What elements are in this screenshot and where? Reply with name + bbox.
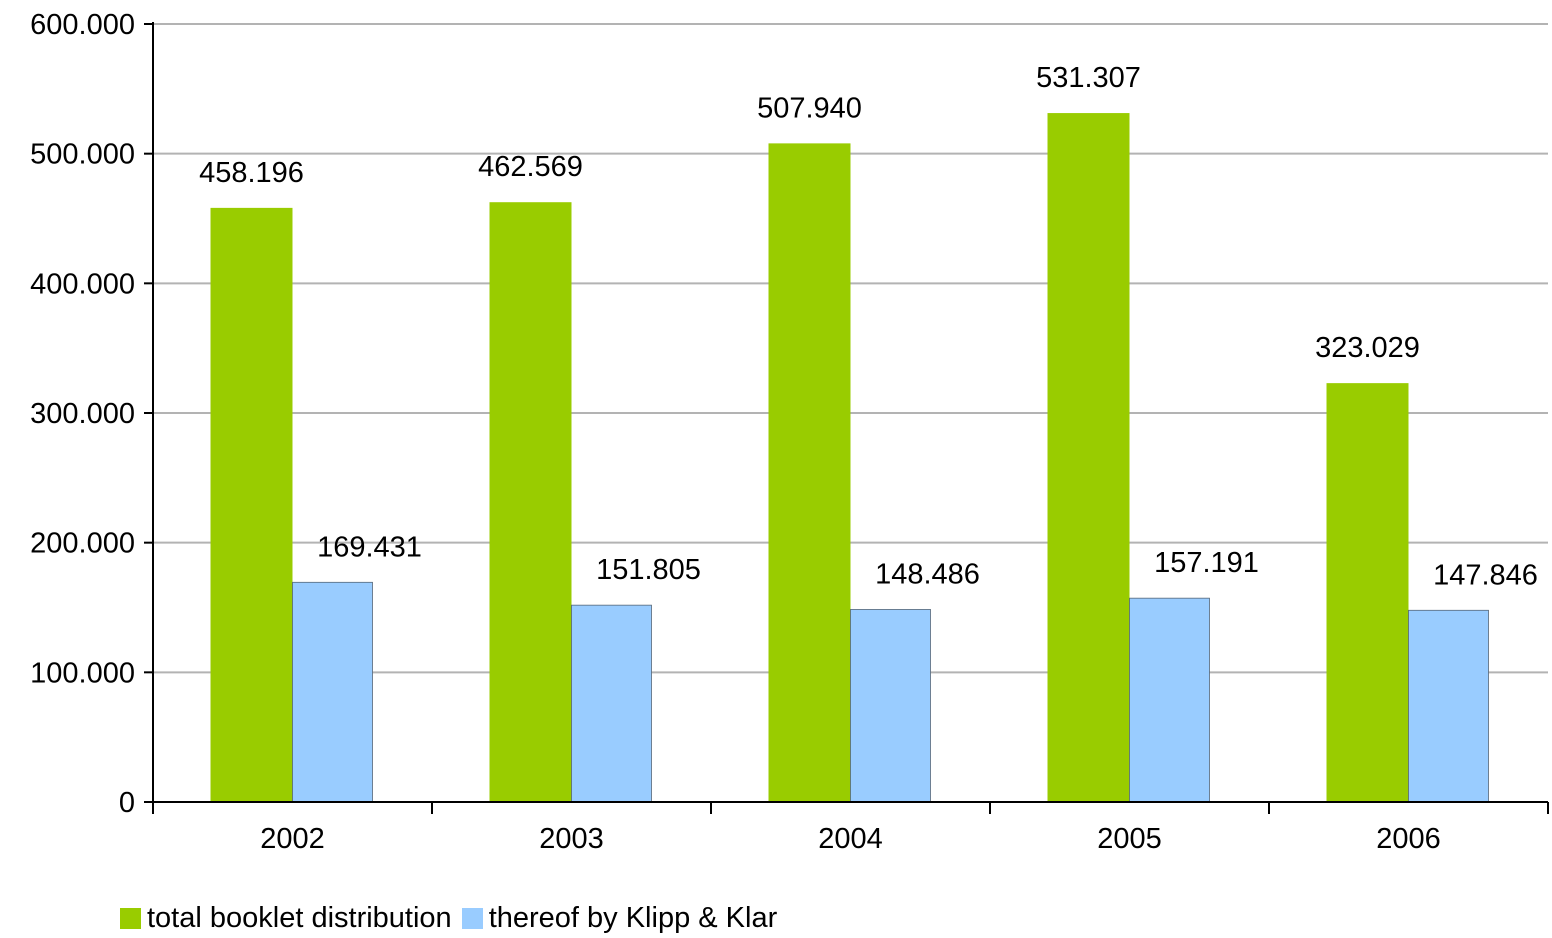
data-label: 458.196 bbox=[199, 157, 304, 189]
bar-total bbox=[1326, 383, 1409, 802]
y-tick-label: 500.000 bbox=[30, 139, 135, 171]
bar-klipp-klar bbox=[292, 581, 373, 803]
legend-swatch-total bbox=[120, 907, 141, 929]
legend-item-klipp-klar: thereof by Klipp & Klar bbox=[461, 901, 778, 935]
y-tick-label: 600.000 bbox=[30, 9, 135, 41]
data-label: 151.805 bbox=[596, 554, 701, 586]
bar-klipp-klar bbox=[571, 604, 652, 803]
data-label: 147.846 bbox=[1433, 559, 1538, 591]
y-tick-label: 0 bbox=[119, 787, 135, 819]
bar-total bbox=[489, 202, 572, 802]
bar-total bbox=[1047, 113, 1130, 803]
data-label: 507.940 bbox=[757, 92, 862, 124]
legend: total booklet distribution thereof by Kl… bbox=[120, 898, 787, 938]
x-tick-label: 2006 bbox=[1376, 823, 1441, 855]
legend-item-total: total booklet distribution bbox=[120, 902, 452, 935]
bar-total bbox=[768, 143, 851, 802]
legend-label-klipp-klar: thereof by Klipp & Klar bbox=[488, 901, 778, 934]
data-label: 462.569 bbox=[478, 151, 583, 183]
data-label: 323.029 bbox=[1315, 332, 1420, 364]
x-tick-label: 2003 bbox=[539, 823, 604, 855]
legend-swatch-klipp-klar bbox=[461, 907, 483, 929]
y-tick-label: 300.000 bbox=[30, 398, 135, 430]
data-label: 157.191 bbox=[1154, 547, 1259, 579]
x-tick-label: 2005 bbox=[1097, 823, 1162, 855]
x-tick-label: 2004 bbox=[818, 823, 883, 855]
bar-klipp-klar bbox=[1129, 597, 1210, 803]
y-tick-label: 200.000 bbox=[30, 528, 135, 560]
bar-klipp-klar bbox=[1408, 609, 1489, 803]
legend-label-total: total booklet distribution bbox=[147, 901, 452, 934]
y-tick-label: 400.000 bbox=[30, 268, 135, 300]
data-label: 531.307 bbox=[1036, 62, 1141, 94]
bar-klipp-klar bbox=[850, 609, 931, 803]
y-tick-label: 100.000 bbox=[30, 657, 135, 689]
x-tick-label: 2002 bbox=[260, 823, 325, 855]
data-label: 148.486 bbox=[875, 558, 980, 590]
bar-total bbox=[210, 207, 293, 803]
bar-chart-plot: 0 100.000 200.000 300.000 400.000 500.000 600.… bbox=[30, 9, 1549, 855]
data-label: 169.431 bbox=[317, 531, 422, 563]
